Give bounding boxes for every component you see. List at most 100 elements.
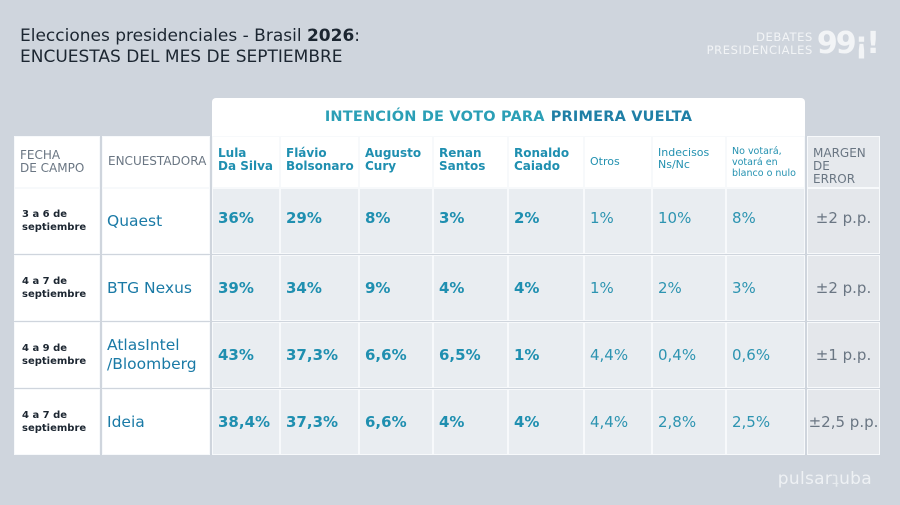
value-cell-indecisos: 10% bbox=[652, 188, 726, 254]
value-cell-ronaldo: 4% bbox=[508, 389, 584, 455]
value-cell-indecisos: 2,8% bbox=[652, 389, 726, 455]
cell-value: 1% bbox=[590, 209, 614, 227]
pollster-name: Ideia bbox=[107, 412, 145, 431]
cell-value: 4,4% bbox=[590, 413, 629, 431]
date-cell: 4 a 7 de septiembre bbox=[14, 255, 100, 321]
header-label: Ns/Nc bbox=[658, 158, 690, 171]
value-cell-indecisos: 0,4% bbox=[652, 322, 726, 388]
header-margen: MARGEN DE ERROR bbox=[807, 136, 880, 188]
header-label: DE CAMPO bbox=[20, 161, 85, 175]
header-label: Santos bbox=[439, 159, 486, 173]
value-cell-indecisos: 2% bbox=[652, 255, 726, 321]
date-line: septiembre bbox=[22, 423, 87, 434]
header-label: blanco o nulo bbox=[732, 168, 796, 179]
title-line: Elecciones presidenciales - Brasil 2026: bbox=[20, 26, 360, 47]
header-label: Cury bbox=[365, 159, 397, 173]
value-cell-margen: ±1 p.p. bbox=[807, 322, 880, 388]
brand-line2: PRESIDENCIALES bbox=[706, 43, 813, 57]
date-line: septiembre bbox=[22, 289, 87, 300]
header-label: Da Silva bbox=[218, 159, 274, 173]
value-cell-augusto: 8% bbox=[359, 188, 433, 254]
cell-value: 1% bbox=[514, 346, 540, 364]
value-cell-renan: 3% bbox=[433, 188, 508, 254]
value-cell-ronaldo: 1% bbox=[508, 322, 584, 388]
cell-value: 4,4% bbox=[590, 346, 629, 364]
value-cell-novotara: 3% bbox=[726, 255, 805, 321]
value-cell-augusto: 6,6% bbox=[359, 322, 433, 388]
value-cell-margen: ±2,5 p.p. bbox=[807, 389, 880, 455]
cell-value: ±1 p.p. bbox=[815, 346, 872, 364]
value-cell-otros: 4,4% bbox=[584, 322, 652, 388]
header-label: ENCUESTADORA bbox=[108, 154, 207, 168]
cell-value: 3% bbox=[732, 279, 756, 297]
value-cell-flavio: 34% bbox=[280, 255, 359, 321]
pollster-cell: Ideia bbox=[102, 389, 210, 455]
value-cell-novotara: 8% bbox=[726, 188, 805, 254]
cell-value: 1% bbox=[590, 279, 614, 297]
group-header-title: INTENCIÓN DE VOTO PARA bbox=[324, 109, 545, 125]
value-cell-novotara: 2,5% bbox=[726, 389, 805, 455]
poll-table: INTENCIÓN DE VOTO PARA PRIMERA VUELTA FEC… bbox=[14, 98, 880, 456]
value-cell-margen: ±2 p.p. bbox=[807, 255, 880, 321]
value-cell-novotara: 0,6% bbox=[726, 322, 805, 388]
cell-value: 2% bbox=[658, 279, 682, 297]
footer-logo-mark: ʇ bbox=[832, 469, 840, 489]
value-cell-ronaldo: 2% bbox=[508, 188, 584, 254]
value-cell-otros: 4,4% bbox=[584, 389, 652, 455]
group-header-strong: PRIMERA VUELTA bbox=[550, 109, 693, 125]
cell-value: 9% bbox=[365, 279, 391, 297]
cell-value: 38,4% bbox=[218, 413, 271, 431]
header-label: Renan bbox=[439, 146, 482, 160]
footer-logo-suffix: uba bbox=[839, 469, 872, 489]
header-augusto: Augusto Cury bbox=[359, 136, 433, 188]
pollster-cell: Quaest bbox=[102, 188, 210, 254]
cell-value: 4% bbox=[514, 279, 540, 297]
pollster-cell: BTG Nexus bbox=[102, 255, 210, 321]
footer-logo: pulsarʇuba bbox=[778, 469, 872, 489]
brand-text: DEBATES PRESIDENCIALES bbox=[707, 31, 813, 57]
header-indecisos: Indecisos Ns/Nc bbox=[652, 136, 726, 188]
value-cell-lula: 39% bbox=[212, 255, 280, 321]
header-encuestadora: ENCUESTADORA bbox=[102, 136, 210, 188]
pollster-name: AtlasIntel bbox=[107, 336, 180, 354]
header-label: DE ERROR bbox=[813, 159, 856, 186]
brand-line1: DEBATES bbox=[756, 30, 813, 44]
value-cell-flavio: 29% bbox=[280, 188, 359, 254]
cell-value: 2,8% bbox=[658, 413, 697, 431]
header-label: Augusto bbox=[365, 146, 422, 160]
header-fecha: FECHA DE CAMPO bbox=[14, 136, 100, 188]
header-label: Otros bbox=[590, 155, 620, 168]
cell-value: 34% bbox=[286, 279, 322, 297]
header-label: Indecisos bbox=[658, 146, 710, 159]
cell-value: 6,6% bbox=[365, 413, 407, 431]
cell-value: 2,5% bbox=[732, 413, 771, 431]
date-line: 4 a 9 de bbox=[22, 343, 68, 354]
cell-value: ±2 p.p. bbox=[815, 279, 872, 297]
header-otros: Otros bbox=[584, 136, 652, 188]
date-line: 4 a 7 de bbox=[22, 276, 68, 287]
value-cell-renan: 4% bbox=[433, 389, 508, 455]
value-cell-renan: 4% bbox=[433, 255, 508, 321]
header-ronaldo: Ronaldo Caiado bbox=[508, 136, 584, 188]
header-label: Bolsonaro bbox=[286, 159, 354, 173]
cell-value: 39% bbox=[218, 279, 254, 297]
header-label: FECHA bbox=[20, 148, 61, 162]
cell-value: 0,4% bbox=[658, 346, 697, 364]
header-label: No votará, bbox=[732, 146, 782, 157]
value-cell-margen: ±2 p.p. bbox=[807, 188, 880, 254]
title-text: Elecciones presidenciales - Brasil bbox=[20, 26, 307, 46]
header-novotara: No votará, votará en blanco o nulo bbox=[726, 136, 805, 188]
cell-value: 4% bbox=[439, 279, 465, 297]
date-line: septiembre bbox=[22, 222, 87, 233]
cell-value: 29% bbox=[286, 209, 322, 227]
cell-value: ±2 p.p. bbox=[815, 209, 872, 227]
header-label: Lula bbox=[218, 146, 247, 160]
footer-logo-text: pulsar bbox=[777, 469, 833, 489]
header-label: Flávio bbox=[286, 146, 327, 160]
header-label: MARGEN bbox=[813, 146, 866, 160]
brand-logo: DEBATES PRESIDENCIALES 99¡! bbox=[707, 29, 880, 59]
value-cell-augusto: 9% bbox=[359, 255, 433, 321]
header-renan: Renan Santos bbox=[433, 136, 508, 188]
date-cell: 4 a 9 de septiembre bbox=[14, 322, 100, 388]
header-flavio: Flávio Bolsonaro bbox=[280, 136, 359, 188]
